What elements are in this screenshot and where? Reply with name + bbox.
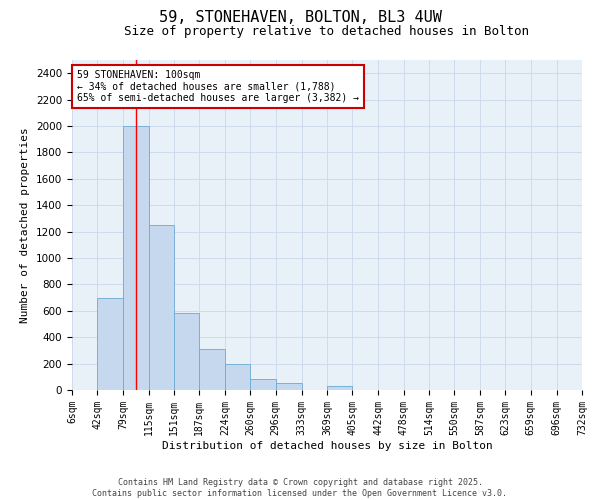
Bar: [199, 349, 225, 390]
Bar: [97, 298, 123, 390]
Bar: [225, 364, 250, 390]
Title: Size of property relative to detached houses in Bolton: Size of property relative to detached ho…: [125, 25, 530, 38]
Bar: [174, 314, 199, 390]
Text: 59, STONEHAVEN, BOLTON, BL3 4UW: 59, STONEHAVEN, BOLTON, BL3 4UW: [158, 10, 442, 25]
X-axis label: Distribution of detached houses by size in Bolton: Distribution of detached houses by size …: [161, 440, 493, 450]
Bar: [123, 126, 149, 390]
Text: 59 STONEHAVEN: 100sqm
← 34% of detached houses are smaller (1,788)
65% of semi-d: 59 STONEHAVEN: 100sqm ← 34% of detached …: [77, 70, 359, 103]
Bar: [149, 225, 174, 390]
Bar: [276, 384, 302, 390]
Text: Contains HM Land Registry data © Crown copyright and database right 2025.
Contai: Contains HM Land Registry data © Crown c…: [92, 478, 508, 498]
Bar: [327, 386, 352, 390]
Y-axis label: Number of detached properties: Number of detached properties: [20, 127, 31, 323]
Bar: [250, 380, 276, 390]
